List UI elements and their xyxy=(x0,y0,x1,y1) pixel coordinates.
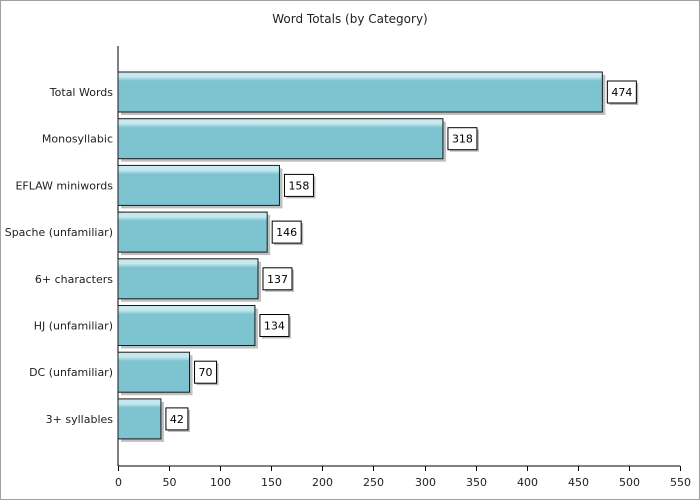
x-tick-label: 550 xyxy=(670,476,691,489)
data-label: 318 xyxy=(452,133,473,146)
data-label: 474 xyxy=(611,86,632,99)
data-label-box xyxy=(447,127,478,151)
x-tick-label: 500 xyxy=(619,476,640,489)
data-label: 158 xyxy=(288,179,309,192)
y-tick-label: Monosyllabic xyxy=(42,133,113,146)
data-label: 70 xyxy=(199,366,213,379)
plot-area: 0 50 100 150 200 250 300 350 400 450 500 550 Total W… xyxy=(5,46,691,489)
x-tick-label: 50 xyxy=(163,476,177,489)
bar xyxy=(117,118,444,160)
x-tick-label: 250 xyxy=(363,476,384,489)
bar xyxy=(117,305,256,346)
x-tick-label: 100 xyxy=(210,476,231,489)
data-label-box xyxy=(271,220,302,244)
y-tick-label: EFLAW miniwords xyxy=(15,179,113,192)
y-tick-label: 3+ syllables xyxy=(46,413,114,426)
data-label-box xyxy=(606,80,637,104)
y-tick-label: Spache (unfamiliar) xyxy=(5,226,113,239)
bar xyxy=(117,211,268,253)
y-tick-label: 6+ characters xyxy=(35,273,113,286)
y-tick-label: HJ (unfamiliar) xyxy=(34,320,113,333)
bar xyxy=(117,351,191,393)
data-label-box xyxy=(259,314,290,337)
x-tick-label: 200 xyxy=(312,476,333,489)
bar xyxy=(117,258,259,300)
data-label-box xyxy=(262,267,293,291)
data-label: 137 xyxy=(267,273,288,286)
data-label-box xyxy=(165,407,189,431)
data-label: 146 xyxy=(276,226,297,239)
x-tick-label: 350 xyxy=(466,476,487,489)
data-label: 134 xyxy=(264,320,285,333)
bar xyxy=(117,164,280,206)
bar xyxy=(117,398,162,440)
y-tick-label: DC (unfamiliar) xyxy=(29,366,113,379)
x-tick-label: 150 xyxy=(261,476,282,489)
x-tick-label: 300 xyxy=(415,476,436,489)
data-label: 42 xyxy=(170,413,184,426)
x-tick-label: 450 xyxy=(568,476,589,489)
x-tick-label: 400 xyxy=(517,476,538,489)
x-tick-label: 0 xyxy=(115,476,122,489)
data-label-box xyxy=(194,360,218,384)
bar xyxy=(117,71,603,113)
data-label-box xyxy=(283,173,314,197)
y-tick-label: Total Words xyxy=(49,86,113,99)
chart-title: Word Totals (by Category) xyxy=(272,12,427,26)
